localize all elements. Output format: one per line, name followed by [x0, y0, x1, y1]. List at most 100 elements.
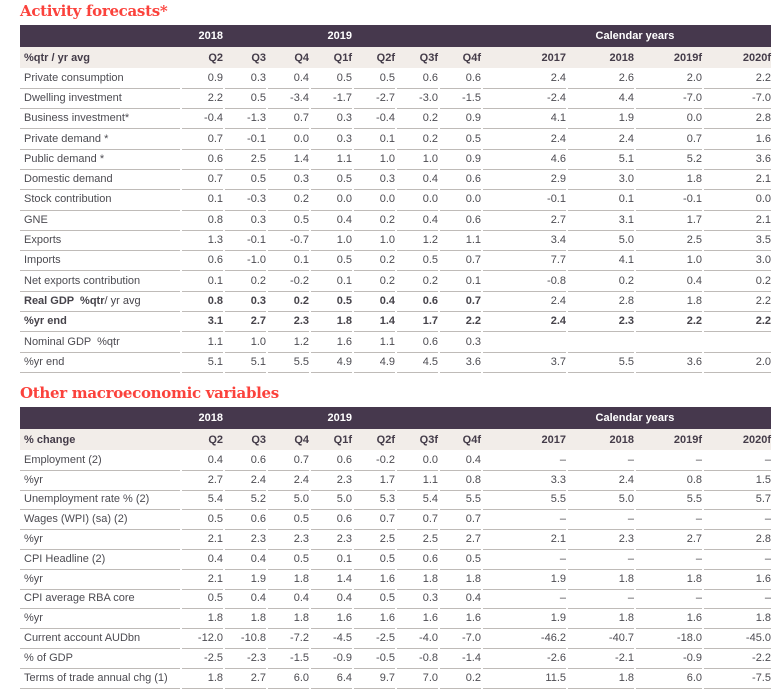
cell-value: 0.4	[397, 210, 438, 231]
cell-value: 0.5	[311, 68, 352, 89]
cell-value: 0.7	[397, 509, 438, 531]
cell-value: 2.2	[636, 311, 702, 333]
table-row: %yr 2.1 2.3 2.3 2.3 2.5 2.5 2.7 2.1 2.3 2.7 2.8	[20, 530, 771, 550]
cell-value: 0.5	[268, 509, 309, 531]
column-header: 2020f	[742, 433, 771, 446]
cell-value: 0.2	[354, 210, 395, 231]
column-header: Q2	[208, 51, 223, 64]
cell-value: 0.1	[568, 189, 634, 211]
cell-value: 2.4	[483, 68, 566, 89]
cell-value: 1.8	[568, 668, 634, 689]
cell-value: -2.4	[483, 88, 566, 110]
cell-value: -0.1	[636, 189, 702, 211]
cell-value: 1.6	[397, 608, 438, 630]
column-header: Q4	[294, 433, 309, 446]
cell-value: 0.3	[440, 331, 481, 353]
cell-value: -1.7	[311, 88, 352, 110]
table-body: Employment (2) 0.4 0.6 0.7 0.6 -0.2 0.0 0.4– – – –…	[20, 450, 771, 689]
table-row: % of GDP -2.5 -2.3 -1.5 -0.9 -0.5 -0.8 -1.4 -2.6…	[20, 648, 771, 669]
cell-value: -45.0	[704, 628, 771, 649]
column-header: 2017	[541, 433, 566, 446]
cell-value: 2.8	[568, 291, 634, 313]
cell-value: 1.4	[268, 149, 309, 170]
cell-value: 1.1	[354, 331, 395, 353]
table-row: Dwelling investment 2.2 0.5 -3.4 -1.7 -2.7 -3.…	[20, 88, 771, 110]
cell-value: -0.3	[225, 189, 266, 211]
cell-value: -18.0	[636, 628, 702, 649]
macro-variables-table: Other macroeconomic variables 2018 2019 …	[20, 385, 771, 689]
cell-value: 6.0	[636, 668, 702, 689]
cell-value: 0.6	[397, 331, 438, 353]
column-header: 2019f	[673, 51, 702, 64]
table-row: Real GDP %qtr / yr avg 0.8 0.3 0.2 0.5 0.4 0.6…	[20, 291, 771, 313]
cell-value: 1.8	[182, 608, 223, 630]
cell-value: 0.4	[182, 549, 223, 570]
cell-value: 1.0	[311, 230, 352, 252]
cell-value: -2.6	[483, 648, 566, 669]
cell-value: -12.0	[182, 628, 223, 649]
cell-value: 5.0	[311, 490, 352, 511]
cell-value: –	[483, 549, 566, 570]
cell-value: 5.1	[182, 352, 223, 373]
cell-value: -0.2	[354, 450, 395, 471]
year-group-calendar: Calendar years	[595, 30, 675, 42]
cell-value: 2.5	[225, 149, 266, 170]
cell-value: 0.0	[268, 128, 309, 150]
cell-value: 1.8	[636, 169, 702, 191]
cell-value: 1.0	[225, 331, 266, 353]
cell-value: 2.1	[182, 569, 223, 590]
cell-value: –	[483, 450, 566, 471]
cell-value: –	[704, 509, 771, 531]
cell-value: 0.5	[311, 291, 352, 313]
cell-value: 1.6	[354, 569, 395, 590]
cell-value: -0.7	[268, 230, 309, 252]
cell-value: 0.3	[397, 589, 438, 610]
cell-value: 1.8	[704, 608, 771, 630]
cell-value: 2.3	[311, 529, 352, 550]
table-row: %yr end 5.1 5.1 5.5 4.9 4.9 4.5 3.6 3.7 5.5 3.6 2.0	[20, 352, 771, 373]
cell-value: 2.0	[704, 352, 771, 373]
cell-value: 0.2	[225, 270, 266, 292]
column-header: Q4f	[462, 433, 481, 446]
cell-value: 0.6	[440, 210, 481, 231]
cell-value: 0.0	[636, 108, 702, 130]
cell-value: 2.4	[225, 470, 266, 491]
cell-value: 1.9	[483, 569, 566, 590]
cell-value: 3.4	[483, 230, 566, 252]
cell-value: -2.5	[182, 648, 223, 669]
cell-value: 4.4	[568, 88, 634, 110]
cell-value: 0.1	[440, 270, 481, 292]
column-header: Q2	[208, 433, 223, 446]
cell-value: -46.2	[483, 628, 566, 649]
cell-value: 5.2	[225, 490, 266, 511]
cell-value: –	[636, 589, 702, 610]
year-group-band: 2018 2019 Calendar years	[20, 407, 771, 430]
table-row: CPI Headline (2) 0.4 0.4 0.5 0.1 0.5 0.6 0.5– – –…	[20, 549, 771, 570]
year-group-2018: 2018	[198, 412, 223, 425]
cell-value: 2.3	[311, 470, 352, 491]
cell-value: 2.2	[440, 311, 481, 333]
cell-value: -1.0	[225, 250, 266, 272]
cell-value: 7.7	[483, 250, 566, 272]
cell-value: 2.3	[568, 529, 634, 550]
cell-value: –	[568, 450, 634, 471]
cell-value: -7.2	[268, 628, 309, 649]
cell-value: 0.5	[268, 549, 309, 570]
row-label: %yr end	[20, 311, 180, 333]
cell-value: -1.3	[225, 108, 266, 130]
cell-value: 0.6	[182, 149, 223, 170]
row-label: Private consumption	[20, 68, 180, 89]
cell-value: 1.6	[704, 128, 771, 150]
table-row: Terms of trade annual chg (1) 1.8 2.7 6.0 6.…	[20, 668, 771, 689]
cell-value: 1.8	[636, 291, 702, 313]
cell-value: 1.6	[311, 608, 352, 630]
cell-value: 0.9	[440, 108, 481, 130]
cell-value: 1.9	[483, 608, 566, 630]
cell-value: 0.6	[397, 68, 438, 89]
cell-value	[483, 331, 566, 353]
cell-value: 2.8	[704, 108, 771, 130]
cell-value: 0.0	[354, 189, 395, 211]
table-row: Imports 0.6 -1.0 0.1 0.5 0.2 0.5 0.7 7.7 4.1 1.0 3.…	[20, 250, 771, 272]
cell-value: 3.3	[483, 470, 566, 491]
cell-value: 3.1	[182, 311, 223, 333]
